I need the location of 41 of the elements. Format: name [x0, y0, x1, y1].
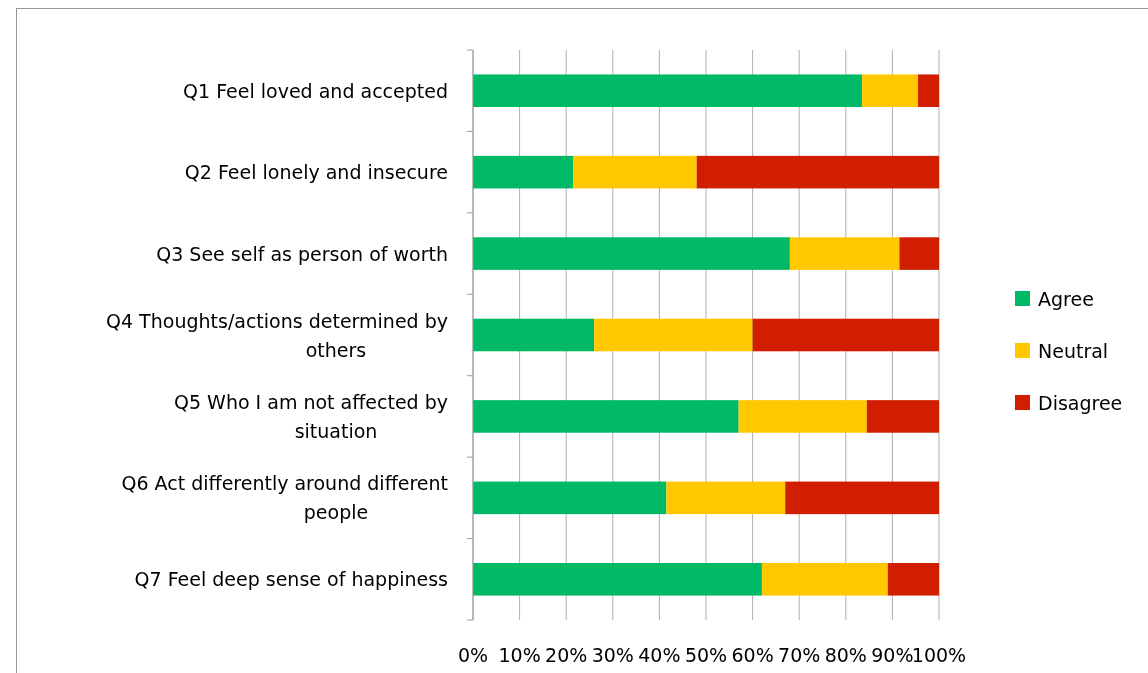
bar: [866, 400, 939, 433]
y-tick-label: Q6 Act differently around different people: [121, 472, 448, 524]
bar: [473, 563, 762, 596]
bar: [473, 400, 739, 433]
y-tick-label: Q7 Feel deep sense of happiness: [134, 568, 448, 591]
bar: [862, 74, 919, 107]
bar: [752, 318, 939, 352]
bar: [473, 481, 667, 515]
x-tick-label: 20%: [545, 644, 588, 666]
bar: [473, 155, 574, 189]
legend-label: Disagree: [1038, 392, 1123, 414]
y-tick-label: Q5 Who I am not affected by situation: [174, 390, 448, 442]
bar: [696, 155, 939, 189]
x-tick-label: 80%: [824, 644, 867, 666]
bar: [785, 481, 939, 515]
x-tick-label: 50%: [684, 644, 728, 666]
x-tick-label: 0%: [457, 644, 489, 666]
x-tick-label: 60%: [731, 644, 774, 666]
bar: [473, 318, 595, 352]
bar: [918, 74, 939, 107]
bar: [594, 318, 753, 352]
bar: [573, 155, 697, 189]
y-tick-label: Q4 Thoughts/actions determined by others: [106, 309, 448, 361]
x-tick-label: 10%: [498, 644, 541, 666]
legend-label: Neutral: [1038, 340, 1109, 362]
bar: [899, 237, 939, 270]
bar: [789, 237, 900, 270]
legend-label: Agree: [1038, 288, 1094, 310]
x-tick-label: 90%: [871, 644, 914, 666]
bar: [666, 481, 786, 515]
x-tick-label: 40%: [638, 644, 681, 666]
bar: [761, 563, 888, 596]
x-tick-label: 30%: [591, 644, 634, 666]
bar: [738, 400, 867, 433]
x-tick-label: 70%: [778, 644, 821, 666]
bar: [473, 237, 790, 270]
bar: [887, 563, 939, 596]
bar: [473, 74, 863, 107]
y-tick-label: Q2 Feel lonely and insecure: [184, 161, 448, 184]
y-tick-label: Q1 Feel loved and accepted: [183, 79, 448, 102]
y-tick-label: Q3 See self as person of worth: [156, 242, 448, 265]
